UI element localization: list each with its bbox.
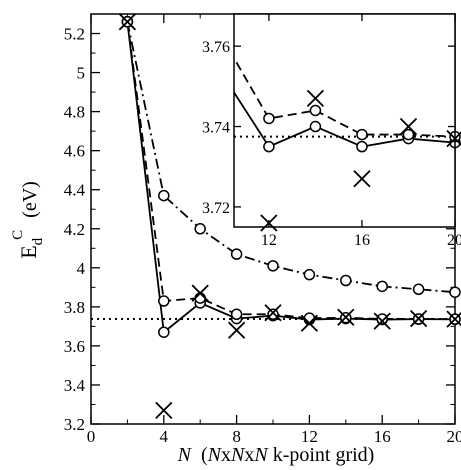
main-plot-area: 0 4 8 12 16 20 3.2 3.4 3.6 3.8 4 4.2 4.4 4.6 4.8 5 5.2	[64, 13, 461, 446]
main-series-1-dashed-line	[126, 21, 455, 321]
main-series-1-point-16	[376, 313, 388, 325]
main-ytick-label-4.4: 4.4	[64, 181, 86, 200]
svg-text:EdC(eV): EdC (eV)	[10, 181, 46, 259]
y-label-sub: d	[30, 237, 46, 245]
main-markers-group	[118, 13, 461, 419]
inset-x-marker-14	[306, 89, 325, 108]
main-x-marker-6	[191, 284, 209, 302]
inset-series-1-point-18	[402, 128, 415, 141]
main-xtick-label-0: 0	[87, 427, 96, 446]
x-label-n2: N	[207, 444, 223, 466]
x-label-n3: N	[230, 444, 246, 466]
main-ytick-label-3.2: 3.2	[64, 415, 85, 434]
main-series-1-point-4	[158, 295, 170, 307]
main-x-marker-20	[446, 310, 461, 328]
main-xtick-label-12: 12	[301, 427, 318, 446]
x-label-n: N	[177, 444, 193, 466]
x-axis-label: N (NxNxN k-point grid)	[177, 444, 375, 466]
x-label-open: (	[191, 444, 208, 466]
main-series-group	[126, 21, 455, 334]
main-x-marker-14	[337, 308, 355, 326]
main-ytick-label-3.8: 3.8	[64, 298, 85, 317]
main-series-2-point-8	[230, 248, 243, 260]
inset-axis-ticks: 12 16 20 3.72 3.74 3.76	[202, 14, 461, 249]
main-xtick-label-20: 20	[447, 427, 461, 446]
main-xtick-label-4: 4	[160, 427, 169, 446]
x-label-x2: x	[244, 444, 254, 466]
inset-series-0-point-12	[263, 140, 275, 153]
inset-x-marker-18	[399, 117, 418, 136]
y-label-unit: (eV)	[19, 181, 41, 218]
main-x-marker-2	[118, 13, 137, 31]
main-series-1-point-10	[267, 308, 279, 321]
inset-series-0-solid-line	[234, 90, 455, 148]
inset-series-1-dashed-line	[234, 56, 455, 138]
inset-frame	[233, 13, 456, 228]
main-xtick-label-16: 16	[374, 427, 391, 446]
y-axis-label: EdC (eV)	[10, 181, 46, 259]
main-x-marker-4	[155, 401, 173, 419]
main-series-2-point-12	[303, 268, 316, 281]
x-label-n4: N	[253, 444, 269, 466]
inset-series-1-point-16	[356, 128, 368, 141]
y-label-e: E	[16, 245, 41, 258]
main-ytick-label-4: 4	[77, 259, 86, 278]
main-series-2-point-6	[194, 223, 206, 235]
inset-plot-area: 12 16 20 3.72 3.74 3.76	[202, 13, 461, 249]
main-axis-ticks: 0 4 8 12 16 20 3.2 3.4 3.6 3.8 4 4.2 4.4 4.6 4.8 5 5.2	[64, 14, 461, 446]
inset-series-1-point-14	[309, 104, 322, 117]
main-series-2-dashdot-line	[126, 21, 455, 294]
main-series-0-point-4	[158, 326, 170, 338]
main-series-2-point-16	[376, 280, 388, 293]
main-series-1-point-8	[230, 308, 243, 321]
main-series-2-point-20	[449, 286, 461, 298]
inset-x-marker-12	[260, 214, 278, 232]
inset-series-0-point-16	[356, 140, 368, 153]
main-series-2-point-18	[412, 283, 425, 296]
main-ytick-label-5: 5	[77, 64, 86, 83]
main-xtick-label-8: 8	[232, 427, 241, 446]
inset-series-1-point-12	[263, 112, 275, 125]
inset-xtick-label-20: 20	[447, 232, 461, 249]
inset-series-group	[234, 56, 455, 148]
main-series-2-point-10	[267, 260, 279, 272]
inset-ytick-label-3.74: 3.74	[202, 120, 230, 137]
y-label-sup: C	[10, 230, 26, 240]
main-x-marker-18	[409, 309, 428, 328]
inset-series-0-point-14	[309, 120, 322, 133]
x-label-rest: k-point grid)	[268, 444, 375, 466]
main-x-marker-12	[300, 314, 319, 332]
main-series-2-point-4	[158, 189, 170, 202]
main-ytick-label-4.8: 4.8	[64, 103, 85, 122]
main-ytick-label-4.6: 4.6	[64, 142, 85, 161]
main-series-1-point-6	[194, 292, 206, 304]
main-ytick-label-4.2: 4.2	[64, 220, 85, 239]
inset-ytick-label-3.72: 3.72	[202, 200, 230, 217]
inset-x-marker-16	[353, 170, 371, 188]
main-series-1-point-12	[303, 312, 316, 324]
main-x-marker-10	[264, 304, 282, 322]
main-x-marker-16	[373, 312, 391, 330]
main-ytick-label-5.2: 5.2	[64, 25, 85, 44]
main-ytick-label-3.4: 3.4	[64, 376, 86, 395]
main-series-2-point-14	[340, 274, 352, 287]
x-label-x1: x	[221, 444, 231, 466]
inset-ytick-label-3.76: 3.76	[202, 39, 230, 56]
inset-xtick-label-12: 12	[261, 232, 277, 249]
main-x-marker-8	[227, 321, 246, 339]
main-ytick-label-3.6: 3.6	[64, 337, 85, 356]
inset-xtick-label-16: 16	[354, 232, 370, 249]
